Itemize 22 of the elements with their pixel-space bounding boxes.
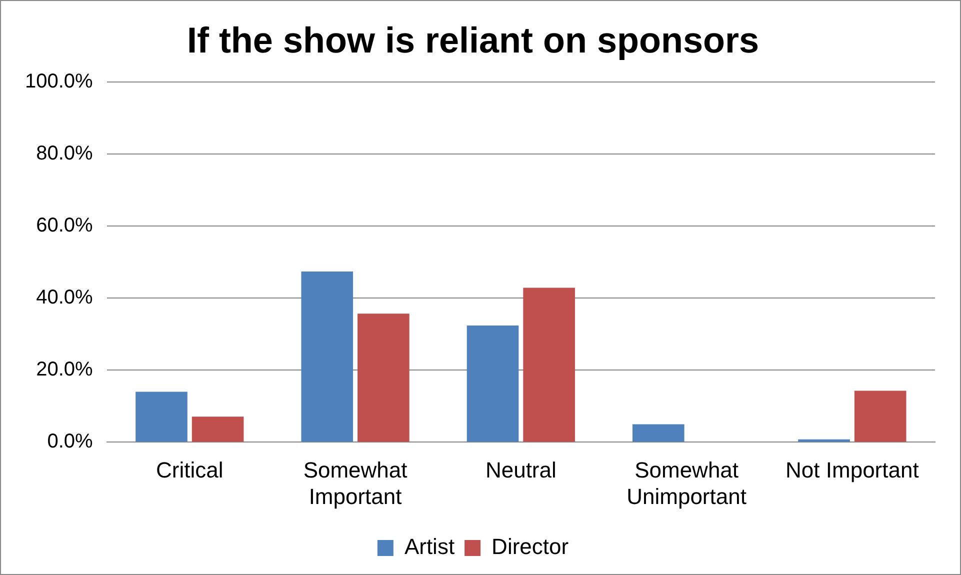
bar	[523, 288, 575, 442]
bar	[854, 390, 906, 442]
y-tick-label: 60.0%	[36, 214, 94, 237]
y-tick-label: 20.0%	[36, 358, 94, 381]
x-tick-label: Critical	[156, 457, 224, 482]
bar	[466, 326, 519, 442]
y-tick-label: 80.0%	[36, 142, 94, 165]
legend-label: Artist	[404, 534, 455, 560]
bar	[632, 424, 684, 442]
x-tick-label: Somewhat Unimportant	[626, 457, 746, 509]
bar	[301, 272, 354, 442]
bar	[358, 314, 410, 442]
bar	[136, 392, 188, 442]
x-tick-label: Somewhat Important	[303, 457, 408, 509]
y-tick-label: 0.0%	[47, 430, 94, 453]
y-tick-label: 40.0%	[36, 286, 94, 309]
chart-title: If the show is reliant on sponsors	[186, 20, 760, 61]
x-tick-label: Neutral	[485, 457, 556, 482]
legend-label: Director	[492, 534, 569, 560]
x-tick-label: Not Important	[786, 457, 919, 482]
bar	[192, 416, 244, 442]
y-tick-label: 100.0%	[24, 70, 94, 93]
